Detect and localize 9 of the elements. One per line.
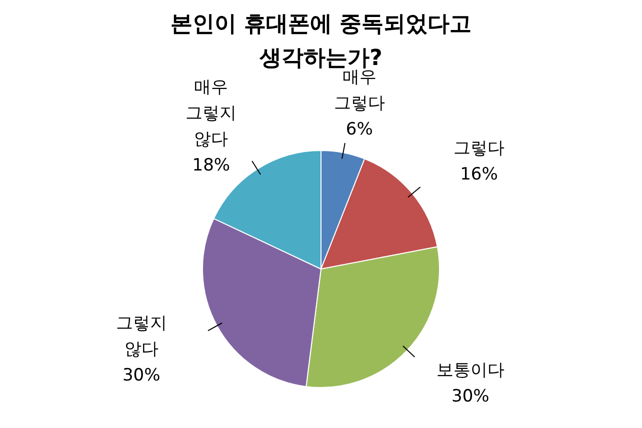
data-label: 18% — [192, 156, 230, 176]
slice-label: 매우 그렇지 않다 — [186, 78, 237, 150]
data-label: 16% — [460, 164, 498, 184]
slice-label: 그렇다 — [453, 138, 504, 158]
data-label: 30% — [122, 365, 160, 386]
data-label: 6% — [346, 119, 373, 140]
slice-label: 그렇지 않다 — [116, 313, 167, 360]
slice-label: 보통이다 — [436, 360, 504, 380]
data-label: 30% — [452, 386, 490, 406]
